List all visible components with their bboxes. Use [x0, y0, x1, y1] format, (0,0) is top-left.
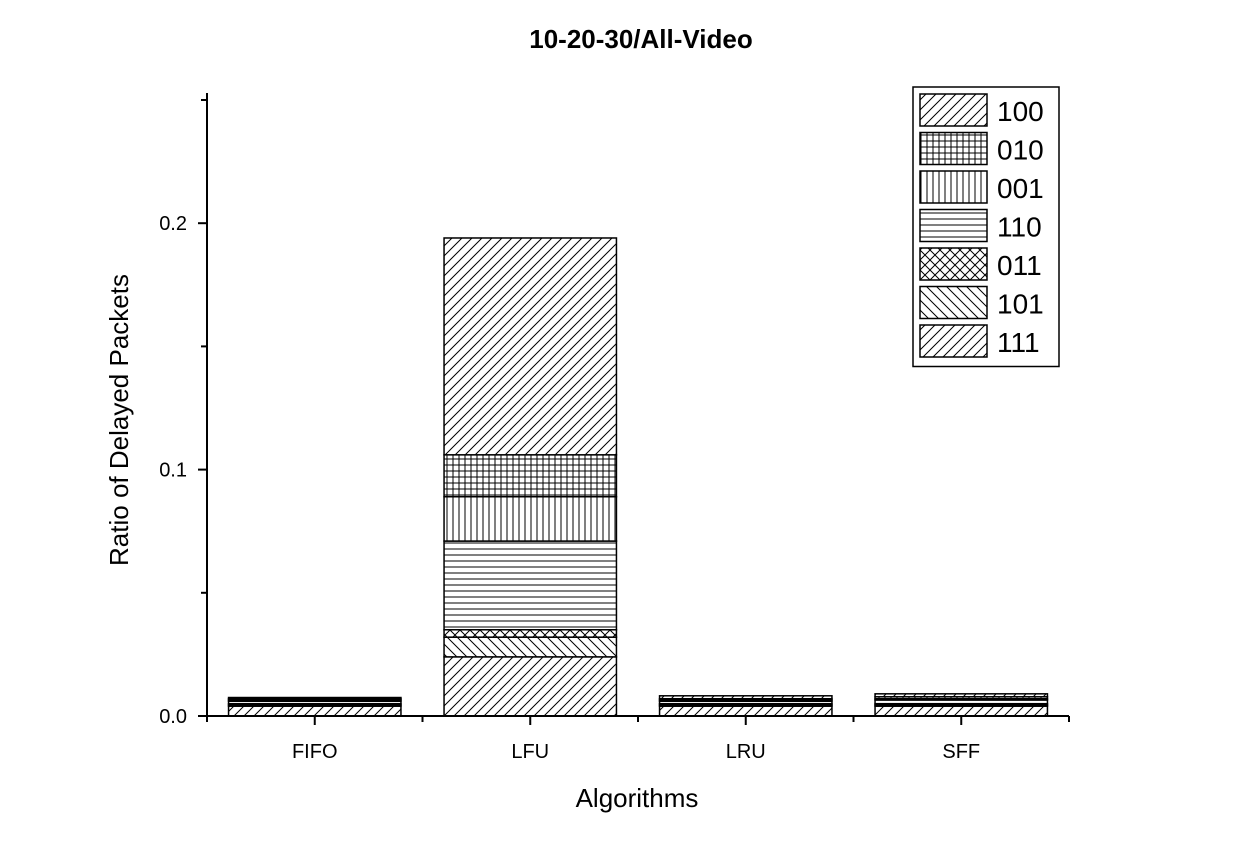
legend-swatch-001 [919, 170, 988, 204]
bar-segment-lfu-011 [443, 629, 618, 638]
bar-segment-lru-100 [658, 695, 833, 700]
y-tick-label: 0.2 [159, 213, 187, 235]
bar-segment-fifo-100 [227, 696, 402, 700]
legend-label-111: 111 [997, 327, 1040, 358]
bar-segment-lfu-110 [443, 540, 618, 631]
chart-title: 10-20-30/All-Video [529, 24, 753, 54]
legend-label-010: 010 [997, 135, 1044, 166]
axes-group: 0.0 0.1 0.2 FIFO LFU LRU SFF [159, 93, 1070, 763]
x-tick-label-fifo: FIFO [292, 741, 338, 763]
bar-segment-lfu-100 [443, 237, 618, 456]
bar-segment-fifo-111 [227, 705, 402, 717]
bar-segment-lfu-101 [443, 636, 618, 658]
bar-segment-lfu-001 [443, 495, 618, 542]
x-tick-label-sff: SFF [942, 741, 980, 763]
y-tick-label: 0.0 [159, 706, 187, 728]
legend: 100 010 001 110 011 101 111 [912, 86, 1060, 368]
legend-swatch-101 [919, 285, 988, 320]
legend-swatch-110 [919, 208, 988, 243]
bar-segment-sff-100 [874, 693, 1049, 698]
x-tick-label-lru: LRU [726, 741, 766, 763]
legend-label-110: 110 [997, 212, 1042, 243]
x-tick-label-lfu: LFU [511, 741, 549, 763]
legend-label-100: 100 [997, 96, 1044, 127]
x-axis-label: Algorithms [576, 783, 699, 813]
legend-swatch-100 [919, 93, 988, 127]
y-axis-label: Ratio of Delayed Packets [104, 274, 134, 566]
bar-segment-lfu-010 [443, 454, 618, 498]
legend-swatch-011 [919, 247, 988, 281]
y-tick-label: 0.1 [159, 460, 187, 482]
legend-label-011: 011 [997, 250, 1042, 281]
legend-swatch-111 [919, 324, 988, 358]
legend-label-101: 101 [997, 289, 1044, 320]
bar-segment-sff-111 [874, 705, 1049, 717]
bar-segment-lfu-111 [443, 656, 618, 717]
bars-group [227, 237, 1049, 717]
bar-segment-lru-111 [658, 705, 833, 717]
legend-swatch-010 [919, 131, 988, 166]
legend-label-001: 001 [997, 173, 1044, 204]
